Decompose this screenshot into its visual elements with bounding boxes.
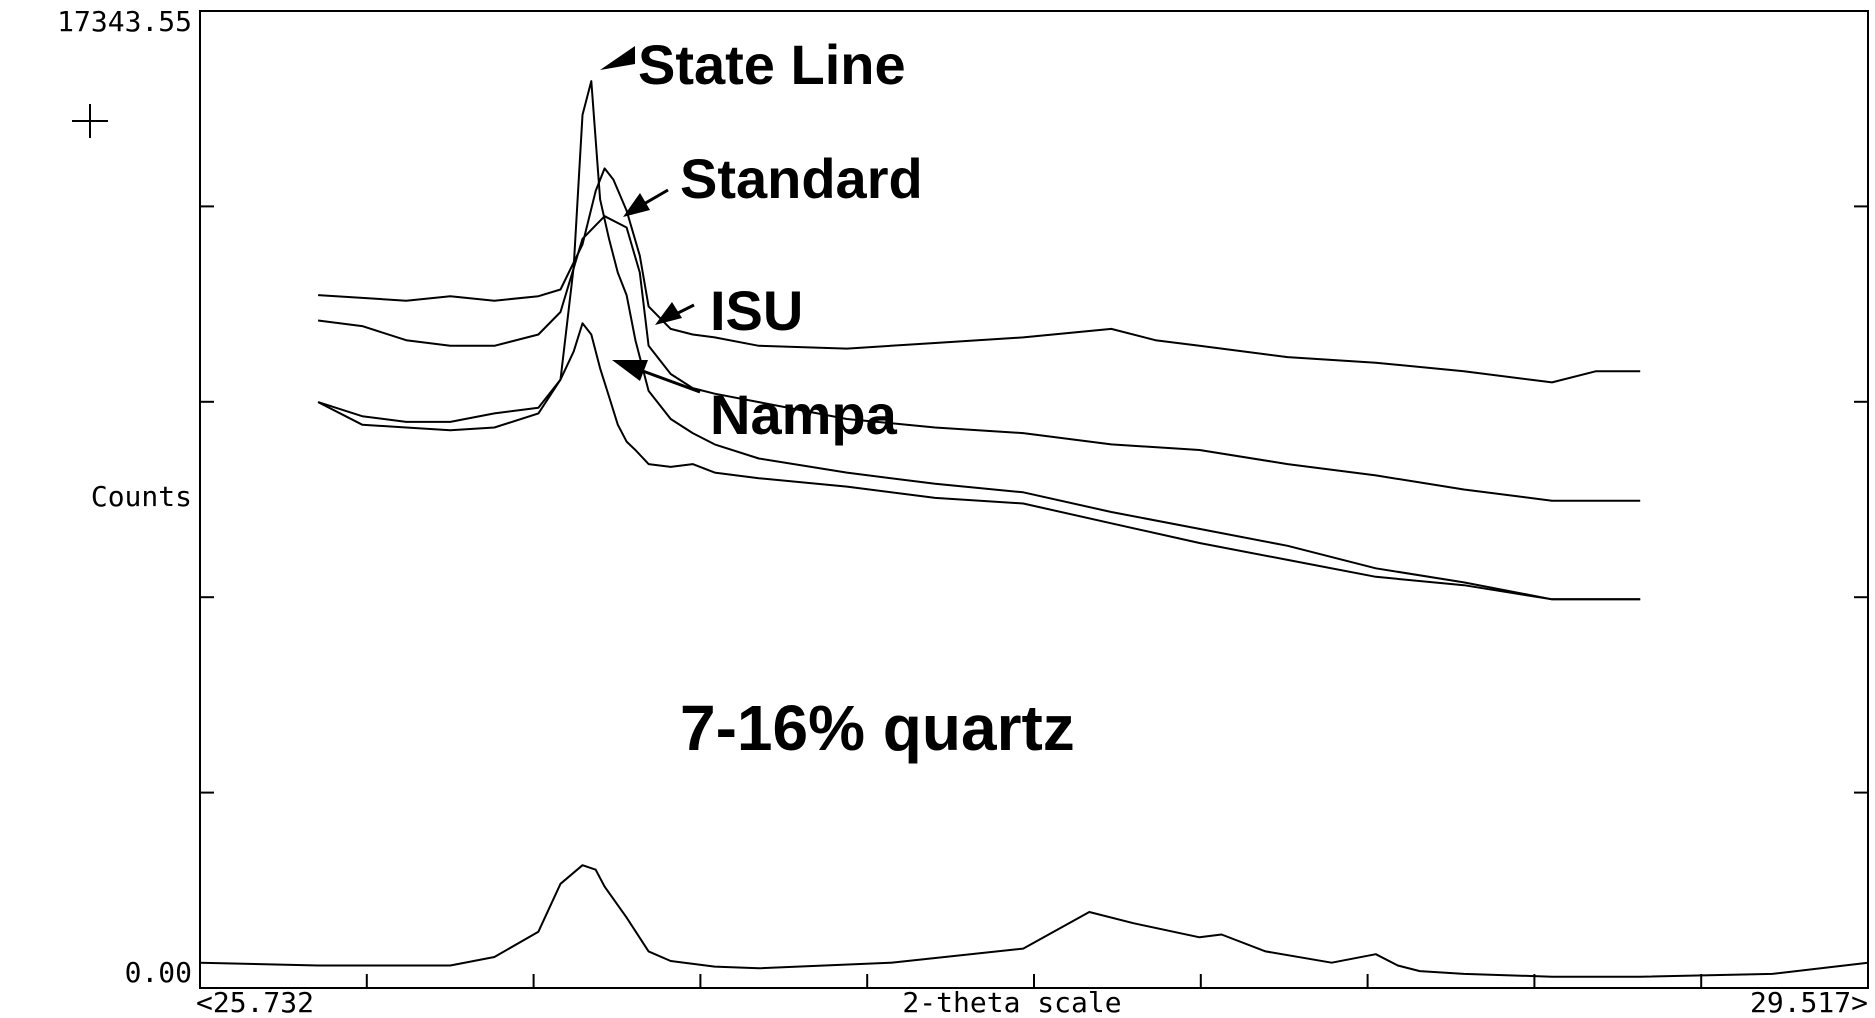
trace-quartz-reference bbox=[199, 864, 1869, 978]
annotation-quartz-note: 7-16% quartz bbox=[680, 692, 1075, 764]
y-tick-label-top: 17343.55 bbox=[57, 5, 192, 38]
annotation-arrows bbox=[600, 46, 701, 394]
x-axis-label: 2-theta scale bbox=[902, 986, 1121, 1018]
trace-nampa bbox=[317, 322, 1641, 601]
x-tick-label-left: <25.732 bbox=[196, 986, 314, 1018]
y-axis-label: Counts bbox=[91, 480, 192, 513]
plot-frame bbox=[199, 10, 1869, 989]
trace-isu bbox=[317, 215, 1641, 502]
axis-ticks bbox=[200, 205, 1868, 988]
y-tick-label-bottom: 0.00 bbox=[125, 956, 192, 989]
arrow-nampa bbox=[612, 360, 648, 381]
arrow-isu bbox=[655, 302, 682, 325]
trace-state-line bbox=[317, 80, 1641, 601]
annotation-state-line: State Line bbox=[638, 33, 906, 96]
annotation-isu: ISU bbox=[710, 279, 803, 342]
x-tick-label-right: 29.517> bbox=[1750, 986, 1868, 1018]
trace-standard bbox=[318, 167, 1641, 384]
arrow-state-line bbox=[600, 46, 635, 70]
annotation-nampa: Nampa bbox=[710, 383, 898, 446]
arrow-line-nampa bbox=[639, 368, 701, 394]
crosshair-icon bbox=[72, 104, 108, 138]
arrow-standard bbox=[623, 193, 650, 217]
data-traces bbox=[199, 80, 1869, 978]
annotation-standard: Standard bbox=[680, 147, 923, 210]
